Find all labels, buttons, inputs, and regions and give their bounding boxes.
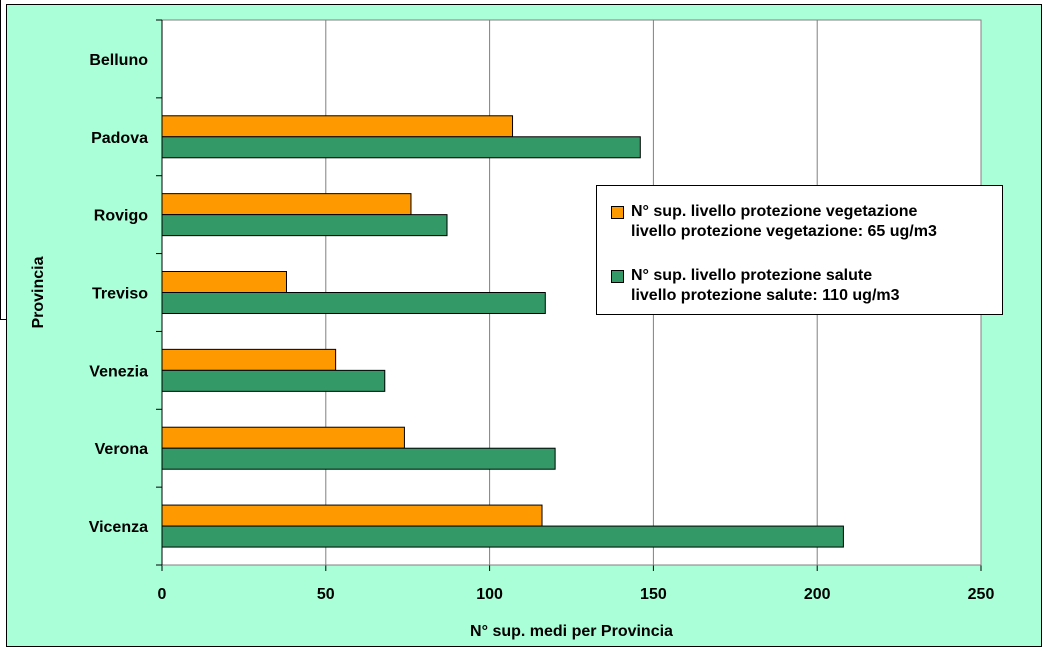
legend-sublabel-vegetazione: livello protezione vegetazione: 65 ug/m3 — [631, 223, 937, 240]
legend-swatch-orange — [611, 206, 624, 219]
left-edge-line — [0, 0, 1, 320]
y-tick-label: Rovigo — [94, 208, 148, 225]
y-tick-label: Padova — [91, 130, 148, 147]
legend-swatch-green — [611, 270, 624, 283]
bar-salute — [161, 214, 448, 237]
bar-salute — [161, 447, 556, 470]
bar-vegetazione — [161, 271, 287, 293]
y-tick-label: Venezia — [89, 363, 148, 380]
bar-chart: 0 50 100 150 200 250 Belluno Padova Rovigo Trevis… — [30, 19, 995, 640]
x-tick-label: 200 — [804, 586, 831, 603]
chart-legend: N° sup. livello protezione vegetazione l… — [596, 185, 1003, 315]
left-edge-tick — [0, 319, 8, 320]
legend-sublabel-salute: livello protezione salute: 110 ug/m3 — [631, 287, 900, 304]
y-tick-label: Verona — [95, 441, 148, 458]
x-tick-label: 250 — [968, 586, 995, 603]
plot-area: 0 50 100 150 200 250 Belluno Padova Rovigo Trevis… — [89, 19, 995, 603]
y-axis-title: Provincia — [30, 256, 47, 328]
x-tick-label: 150 — [640, 586, 667, 603]
x-tick-label: 0 — [158, 586, 167, 603]
x-tick-label: 50 — [317, 586, 335, 603]
bar-vegetazione — [161, 193, 412, 216]
bar-vegetazione — [161, 504, 543, 527]
x-axis-title: N° sup. medi per Provincia — [470, 623, 673, 640]
bar-vegetazione — [161, 115, 514, 138]
bar-salute — [161, 292, 546, 314]
chart-area: 0 50 100 150 200 250 Belluno Padova Rovigo Trevis… — [6, 4, 1042, 647]
bar-salute — [161, 525, 844, 548]
legend-label-vegetazione: N° sup. livello protezione vegetazione — [631, 203, 918, 220]
y-tick-label: Belluno — [89, 52, 148, 69]
x-tick-label: 100 — [476, 586, 503, 603]
bar-salute — [161, 369, 386, 392]
bar-vegetazione — [161, 348, 337, 371]
legend-label-salute: N° sup. livello protezione salute — [631, 267, 873, 284]
bar-salute — [161, 136, 641, 159]
y-tick-label: Vicenza — [89, 519, 148, 536]
y-tick-label: Treviso — [92, 286, 148, 303]
bar-vegetazione — [161, 426, 405, 449]
